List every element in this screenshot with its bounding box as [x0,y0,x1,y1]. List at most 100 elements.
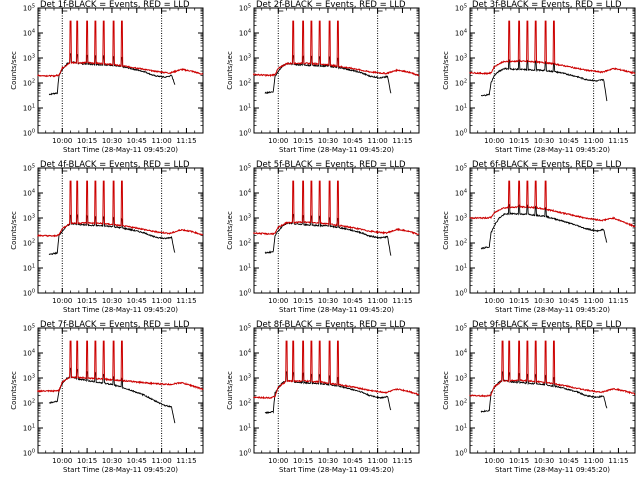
events-series-line [264,54,392,95]
y-tick-label: 100 [455,289,467,298]
detector-panel: Det 2f-BLACK = Events, RED = LLD 100 101 10… [226,0,420,154]
x-tick-label: 10:15 [293,457,313,465]
x-tick-label: 11:00 [152,457,172,465]
x-tick-label: 11:00 [368,137,388,145]
lld-series-line [253,340,420,400]
y-tick-label: 105 [23,164,35,173]
y-tick-label: 104 [239,349,251,358]
y-tick-label: 104 [23,29,35,38]
y-tick-label: 102 [239,79,251,88]
x-tick-label: 10:45 [559,297,579,305]
panel-title: Det 1f-BLACK = Events, RED = LLD [40,0,190,10]
x-tick-label: 10:15 [77,457,97,465]
detector-panel: Det 3f-BLACK = Events, RED = LLD 100 101 10… [442,0,636,154]
x-tick-label: 10:45 [127,137,147,145]
events-series-line [48,52,176,96]
y-tick-label: 105 [239,164,251,173]
y-tick-label: 102 [455,79,467,88]
x-tick-label: 10:15 [509,137,529,145]
y-tick-label: 100 [239,449,251,458]
y-tick-label: 104 [455,29,467,38]
y-tick-label: 102 [455,399,467,408]
x-tick-label: 11:15 [176,137,196,145]
y-tick-label: 101 [23,424,35,433]
y-tick-label: 102 [23,79,35,88]
events-series-line [480,203,608,250]
x-tick-label: 10:15 [293,297,313,305]
y-tick-label: 105 [23,324,35,333]
y-tick-label: 103 [455,54,467,63]
y-tick-label: 103 [455,214,467,223]
y-axis-label: Counts/sec [10,51,18,90]
y-axis-label: Counts/sec [10,211,18,250]
y-tick-label: 104 [455,189,467,198]
x-tick-label: 10:45 [343,297,363,305]
y-axis-label: Counts/sec [442,51,450,90]
panel-title: Det 2f-BLACK = Events, RED = LLD [256,0,406,10]
y-tick-label: 103 [239,54,251,63]
panel-title: Det 9f-BLACK = Events, RED = LLD [472,320,622,330]
x-axis-label: Start Time (28-May-11 09:45:20) [279,306,394,314]
y-tick-label: 100 [23,129,35,138]
y-axis-label: Counts/sec [442,371,450,410]
detector-panel: Det 7f-BLACK = Events, RED = LLD 100 101 10… [10,320,204,474]
y-tick-label: 105 [23,4,35,13]
x-tick-label: 11:00 [368,457,388,465]
x-tick-label: 10:00 [268,297,288,305]
x-tick-label: 11:15 [608,457,628,465]
x-tick-label: 11:15 [608,297,628,305]
y-tick-label: 102 [23,399,35,408]
x-tick-label: 11:15 [392,297,412,305]
y-tick-label: 105 [239,324,251,333]
y-tick-label: 105 [455,4,467,13]
x-axis-label: Start Time (28-May-11 09:45:20) [279,466,394,474]
events-series-line [480,58,608,102]
x-tick-label: 10:15 [509,457,529,465]
y-tick-label: 100 [455,129,467,138]
x-axis-label: Start Time (28-May-11 09:45:20) [495,306,610,314]
x-tick-label: 10:30 [318,297,338,305]
detector-panel: Det 1f-BLACK = Events, RED = LLD 100 101 10… [10,0,204,154]
y-tick-label: 101 [455,264,467,273]
x-axis-label: Start Time (28-May-11 09:45:20) [279,146,394,154]
panel-title: Det 3f-BLACK = Events, RED = LLD [472,0,622,10]
events-series-line [480,371,608,413]
y-tick-label: 102 [455,239,467,248]
lld-series-line [37,180,204,238]
lld-series-line [469,180,636,228]
y-tick-label: 101 [23,104,35,113]
events-series-line [48,366,176,424]
panel-title: Det 6f-BLACK = Events, RED = LLD [472,160,622,170]
x-tick-label: 10:30 [102,137,122,145]
y-tick-label: 100 [239,289,251,298]
y-tick-label: 103 [23,54,35,63]
y-tick-label: 100 [23,289,35,298]
y-axis-label: Counts/sec [226,51,234,90]
y-tick-label: 104 [23,189,35,198]
lld-series-line [469,20,636,76]
x-tick-label: 11:00 [584,137,604,145]
x-tick-label: 10:00 [484,297,504,305]
panel-title: Det 4f-BLACK = Events, RED = LLD [40,160,190,170]
y-tick-label: 103 [23,214,35,223]
x-axis-label: Start Time (28-May-11 09:45:20) [495,466,610,474]
events-series-line [264,213,392,256]
x-axis-label: Start Time (28-May-11 09:45:20) [63,146,178,154]
x-tick-label: 10:15 [77,137,97,145]
y-tick-label: 103 [239,214,251,223]
x-axis-label: Start Time (28-May-11 09:45:20) [63,306,178,314]
y-axis-label: Counts/sec [226,371,234,410]
x-tick-label: 10:00 [484,137,504,145]
x-tick-label: 10:45 [559,137,579,145]
x-tick-label: 11:00 [368,297,388,305]
x-tick-label: 10:00 [268,137,288,145]
x-tick-label: 10:45 [127,457,147,465]
x-tick-label: 10:15 [77,297,97,305]
x-tick-label: 11:00 [584,297,604,305]
events-series-line [48,214,176,255]
lld-series-line [469,340,636,398]
detector-panel: Det 9f-BLACK = Events, RED = LLD 100 101 10… [442,320,636,474]
x-axis-label: Start Time (28-May-11 09:45:20) [495,146,610,154]
y-tick-label: 104 [23,349,35,358]
x-tick-label: 11:00 [584,457,604,465]
